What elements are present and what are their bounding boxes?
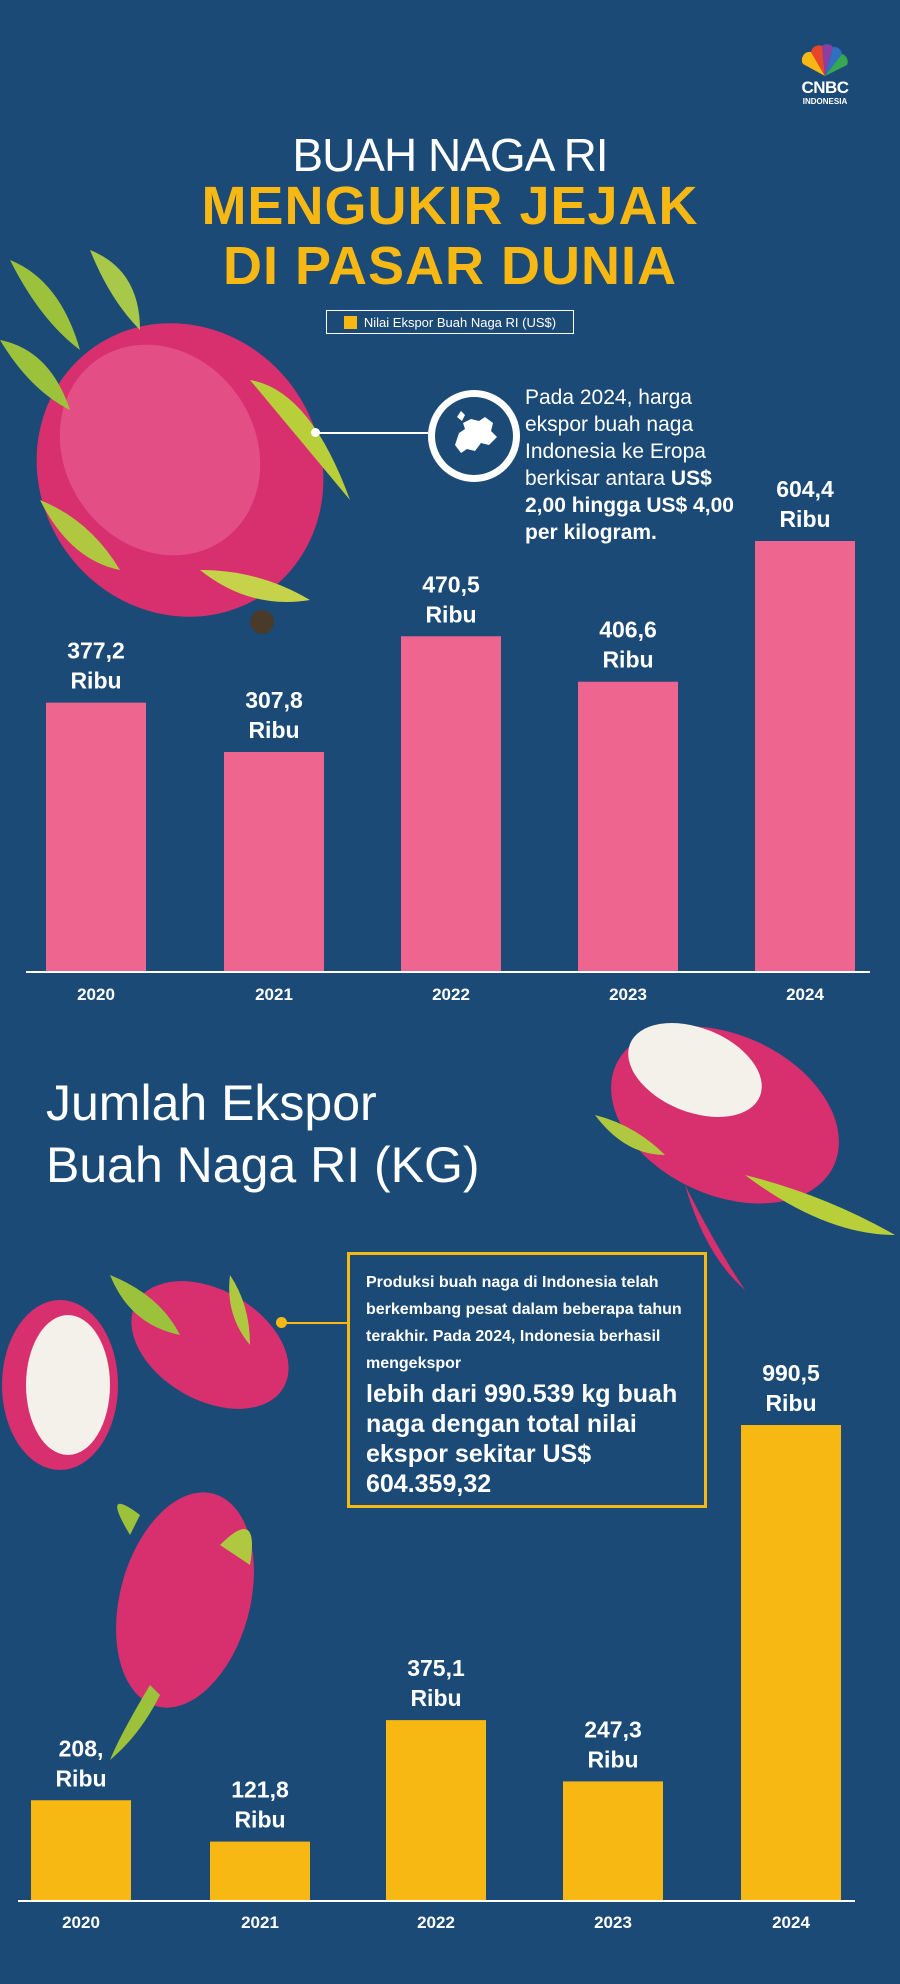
section-title: Jumlah Ekspor Buah Naga RI (KG) (46, 1072, 480, 1196)
bar (401, 636, 501, 971)
legend-label: Nilai Ekspor Buah Naga RI (US$) (363, 314, 557, 330)
callout-dot-2 (276, 1317, 287, 1328)
title-line-3: DI PASAR DUNIA (222, 236, 677, 296)
price-note-text: Pada 2024, harga ekspor buah naga Indone… (525, 386, 706, 490)
dragon-fruit-group-image (2, 1275, 289, 1760)
data-label: Ribu (410, 1685, 461, 1711)
export-note: Produksi buah naga di Indonesia telah be… (347, 1252, 707, 1508)
x-tick-label: 2022 (417, 1913, 455, 1932)
data-label: 307,8 (245, 687, 303, 713)
bar (31, 1800, 131, 1900)
data-label: 406,6 (599, 617, 657, 643)
x-tick-label: 2024 (786, 985, 824, 1004)
section-title-line-1: Jumlah Ekspor (46, 1075, 377, 1131)
data-label: 604,4 (776, 476, 834, 502)
price-note: Pada 2024, harga ekspor buah naga Indone… (525, 384, 755, 546)
callout-line (316, 432, 428, 434)
cnbc-peacock-icon (801, 44, 848, 76)
europe-map-badge (428, 390, 520, 482)
data-label: 247,3 (584, 1716, 642, 1742)
x-tick-label: 2021 (255, 985, 293, 1004)
logo-subtext: INDONESIA (802, 97, 848, 106)
bar (578, 681, 678, 971)
x-tick-label: 2023 (594, 1913, 632, 1932)
data-label: Ribu (248, 717, 299, 743)
bar (210, 1841, 310, 1900)
bar (224, 752, 324, 971)
x-tick-label: 2020 (62, 1913, 100, 1932)
export-note-highlight: lebih dari 990.539 kg buah naga dengan t… (366, 1380, 678, 1498)
bar (563, 1781, 663, 1900)
page-title-top: BUAH NAGA RI (292, 129, 608, 181)
cnbc-logo: CNBC INDONESIA (785, 42, 865, 108)
data-label: Ribu (70, 668, 121, 694)
data-label: Ribu (602, 647, 653, 673)
callout-dot (311, 428, 320, 437)
bar (755, 541, 855, 971)
data-label: Ribu (587, 1746, 638, 1772)
europe-map-icon (435, 397, 513, 475)
data-label: 990,5 (762, 1360, 820, 1386)
dragon-fruit-image (0, 250, 350, 634)
x-tick-label: 2024 (772, 1913, 810, 1932)
data-label: 377,2 (67, 638, 125, 664)
title-line-2: MENGUKIR JEJAK (201, 176, 699, 236)
legend-swatch (343, 315, 357, 329)
logo-text: CNBC (801, 78, 849, 97)
data-label: Ribu (765, 1390, 816, 1416)
data-label: Ribu (55, 1765, 106, 1791)
data-label: Ribu (234, 1807, 285, 1833)
bar-chart-1: 377,2 Ribu 2020 307,8 Ribu 2021 470,5 Ribu 2022 4… (26, 476, 870, 1004)
price-note-highlight: US$ 2,00 hingga US$ 4,00 per kilogram. (525, 467, 734, 544)
dragon-fruit-half-image (595, 1023, 895, 1290)
bar (46, 702, 146, 971)
x-tick-label: 2022 (432, 985, 470, 1004)
data-label: 121,8 (231, 1777, 289, 1803)
page-title-main: MENGUKIR JEJAK DI PASAR DUNIA (0, 176, 900, 296)
data-label: Ribu (779, 506, 830, 532)
data-label: 470,5 (422, 571, 480, 597)
bar (741, 1425, 841, 1900)
x-tick-label: 2021 (241, 1913, 279, 1932)
data-label: 375,1 (407, 1655, 465, 1681)
export-note-text: Produksi buah naga di Indonesia telah be… (366, 1274, 682, 1372)
callout-line-2 (283, 1322, 347, 1324)
bar (386, 1720, 486, 1900)
x-tick-label: 2023 (609, 985, 647, 1004)
section-title-line-2: Buah Naga RI (KG) (46, 1137, 480, 1193)
bar-chart-2: 208, Ribu 2020 121,8 Ribu 2021 375,1 Ribu 2022 24… (18, 1360, 855, 1932)
x-tick-label: 2020 (77, 985, 115, 1004)
chart-legend: Nilai Ekspor Buah Naga RI (US$) (326, 310, 574, 334)
data-label: 208, (59, 1735, 104, 1761)
data-label: Ribu (425, 601, 476, 627)
